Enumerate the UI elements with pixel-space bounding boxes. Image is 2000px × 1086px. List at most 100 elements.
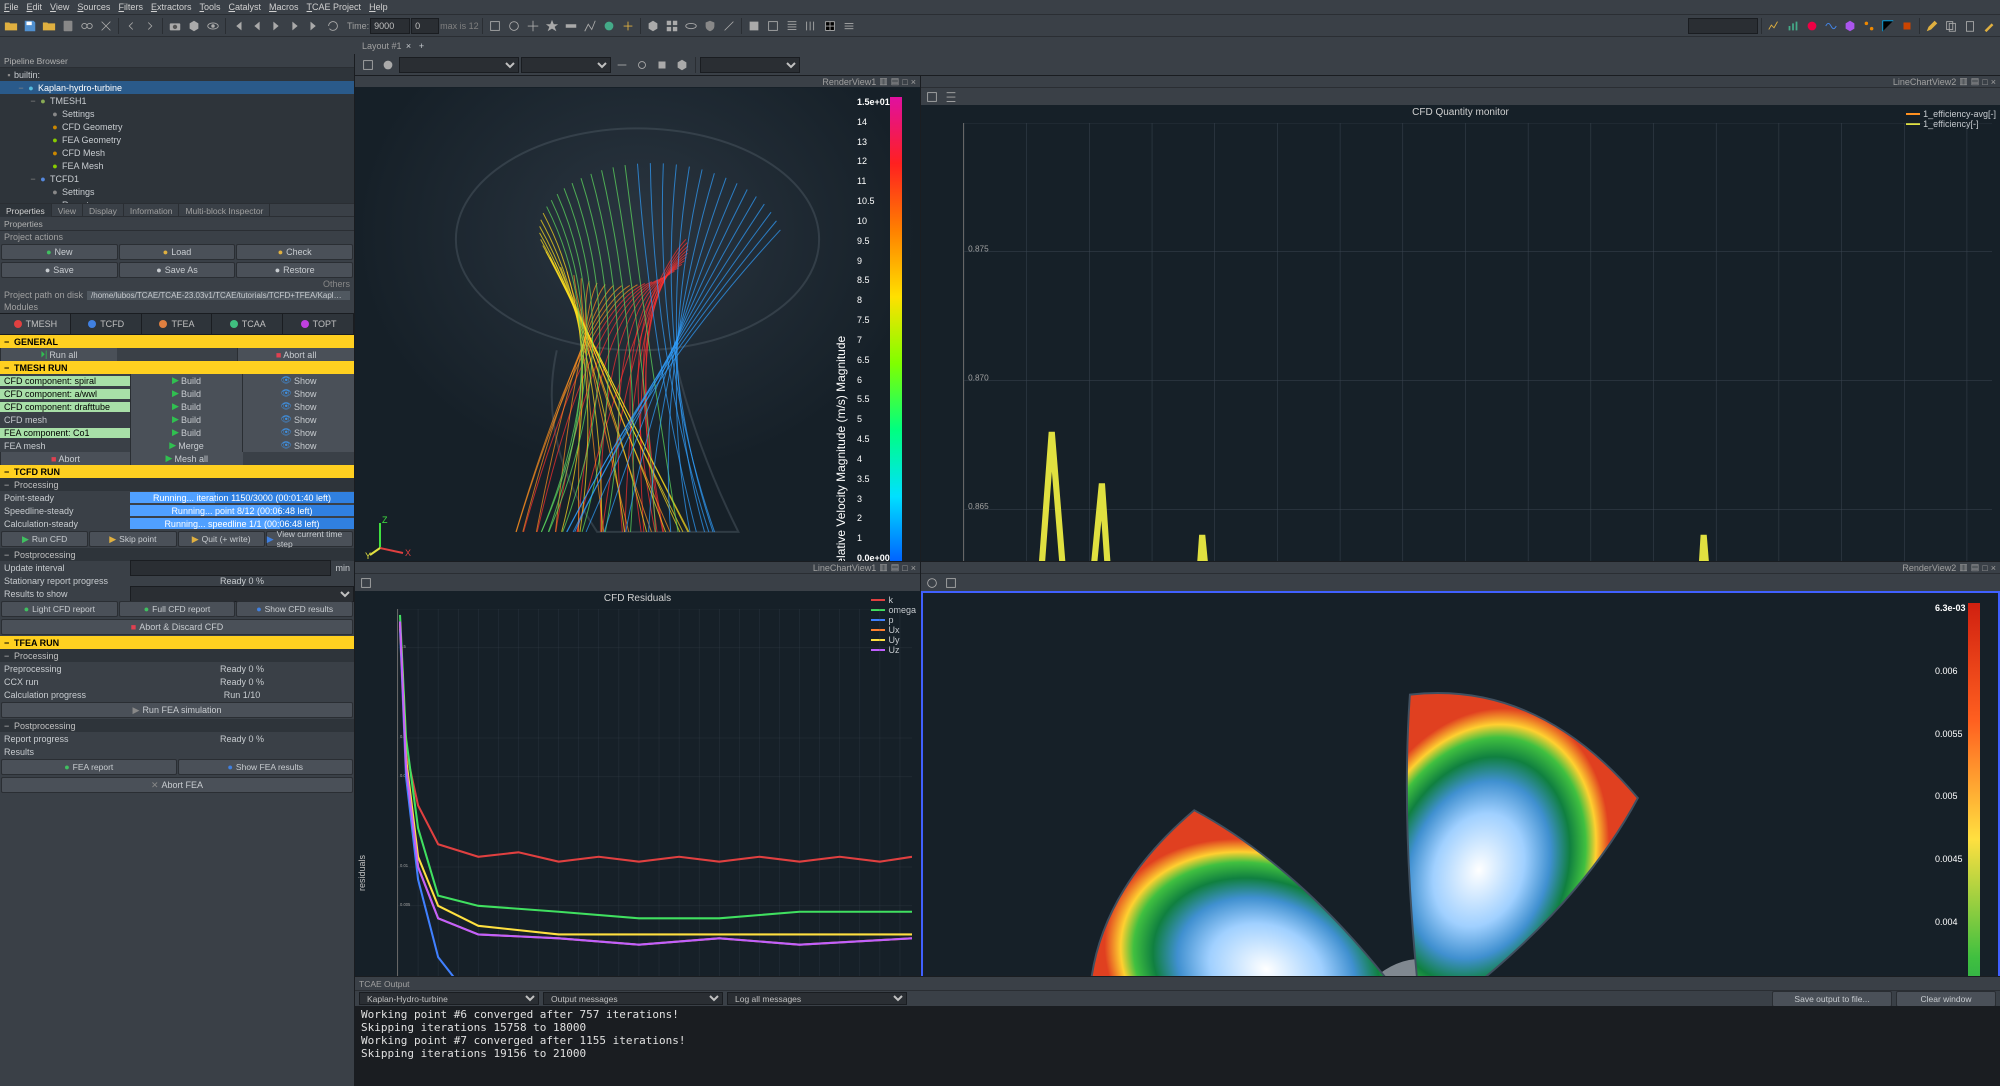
- tree-node[interactable]: ● Settings: [0, 107, 354, 120]
- view-max-icon[interactable]: □: [902, 563, 907, 573]
- check-button[interactable]: ●Check: [236, 244, 353, 260]
- view-max-icon[interactable]: □: [1982, 563, 1987, 573]
- show-button[interactable]: 👁Show: [242, 426, 354, 439]
- rt4-b[interactable]: [942, 574, 960, 592]
- tb-chart7[interactable]: [1879, 17, 1897, 35]
- show-button[interactable]: 👁Show: [242, 439, 354, 452]
- menu-edit[interactable]: Edit: [27, 2, 43, 12]
- tree-node[interactable]: ● FEA Mesh: [0, 159, 354, 172]
- rt4-a[interactable]: [923, 574, 941, 592]
- props-tab-properties[interactable]: Properties: [0, 204, 52, 218]
- view-split-h-icon[interactable]: ▥: [879, 562, 888, 573]
- view-close-icon[interactable]: ×: [1991, 563, 1996, 573]
- menu-catalyst[interactable]: Catalyst: [229, 2, 262, 12]
- view-max-icon[interactable]: □: [902, 77, 907, 87]
- menu-filters[interactable]: Filters: [118, 2, 143, 12]
- output-filter1-select[interactable]: Output messages: [543, 992, 723, 1005]
- tb-chart3[interactable]: [1803, 17, 1821, 35]
- tb-chart5[interactable]: [1841, 17, 1859, 35]
- time-input[interactable]: [370, 18, 410, 34]
- props-tab-information[interactable]: Information: [124, 204, 180, 218]
- tree-node[interactable]: − ● TCFD1: [0, 172, 354, 185]
- general-header[interactable]: −GENERAL: [0, 335, 354, 348]
- output-log[interactable]: Working point #6 converged after 757 ite…: [355, 1006, 2000, 1086]
- view-close-icon[interactable]: ×: [1991, 77, 1996, 87]
- tb-o[interactable]: [783, 17, 801, 35]
- menu-view[interactable]: View: [50, 2, 69, 12]
- tfea-run-header[interactable]: −TFEA RUN: [0, 636, 354, 649]
- disconnect-icon[interactable]: [97, 17, 115, 35]
- save-button[interactable]: ●Save: [1, 262, 118, 278]
- tb-chart4[interactable]: [1822, 17, 1840, 35]
- tree-node[interactable]: ● FEA Geometry: [0, 133, 354, 146]
- tb-g[interactable]: [600, 17, 618, 35]
- run-cfd-button[interactable]: ▶Run CFD: [1, 531, 88, 547]
- view-current-time-step-button[interactable]: ▶View current time step: [266, 531, 353, 547]
- vt-rep-select[interactable]: [521, 57, 611, 73]
- show-button[interactable]: 👁Show: [242, 374, 354, 387]
- tree-node[interactable]: − ● Kaplan-hydro-turbine: [0, 81, 354, 94]
- tb-chart6[interactable]: [1860, 17, 1878, 35]
- open-icon[interactable]: [2, 17, 20, 35]
- abort-discard-button[interactable]: ■Abort & Discard CFD: [1, 619, 353, 635]
- view-split-h-icon[interactable]: ▥: [1959, 562, 1968, 573]
- tmesh-run-header[interactable]: −TMESH RUN: [0, 361, 354, 374]
- view-split-h-icon[interactable]: ▥: [1959, 76, 1968, 87]
- tb-paste[interactable]: [1961, 17, 1979, 35]
- tb-n[interactable]: [764, 17, 782, 35]
- build-button[interactable]: ▶Build: [130, 426, 242, 439]
- clear-output-button[interactable]: Clear window: [1896, 991, 1996, 1007]
- view-split-v-icon[interactable]: ▤: [1971, 76, 1980, 87]
- shield-icon[interactable]: [701, 17, 719, 35]
- tmesh-abort-button[interactable]: ■Abort: [0, 452, 130, 465]
- run-all-button[interactable]: ⏵|Run all: [0, 348, 117, 361]
- menu-file[interactable]: File: [4, 2, 19, 12]
- first-icon[interactable]: [229, 17, 247, 35]
- quantity-chart[interactable]: CFD Quantity monitor quantity Iterations…: [921, 105, 2000, 561]
- loop-icon[interactable]: [324, 17, 342, 35]
- module-tab-tcfd[interactable]: TCFD: [71, 314, 142, 334]
- others-label[interactable]: Others: [323, 279, 350, 289]
- tb-m[interactable]: [745, 17, 763, 35]
- vt-d[interactable]: [633, 56, 651, 74]
- show-cfd-results-button[interactable]: ●Show CFD results: [236, 601, 353, 617]
- redo-icon[interactable]: [141, 17, 159, 35]
- build-button[interactable]: ▶Build: [130, 400, 242, 413]
- show-button[interactable]: 👁Show: [242, 387, 354, 400]
- tb-brush[interactable]: [1980, 17, 1998, 35]
- fea-report-button[interactable]: ●FEA report: [1, 759, 177, 775]
- tmesh-meshall-button[interactable]: ▶Mesh all: [130, 452, 243, 465]
- vt-c[interactable]: [613, 56, 631, 74]
- vt-field-select[interactable]: [399, 57, 519, 73]
- save-icon[interactable]: [21, 17, 39, 35]
- tb-p[interactable]: [802, 17, 820, 35]
- view-split-v-icon[interactable]: ▤: [1971, 562, 1980, 573]
- build-button[interactable]: ▶Build: [130, 413, 242, 426]
- vt-a[interactable]: [359, 56, 377, 74]
- calc-icon[interactable]: [59, 17, 77, 35]
- abort-all-button[interactable]: ■Abort all: [237, 348, 354, 361]
- cube-icon[interactable]: [185, 17, 203, 35]
- tree-root[interactable]: ▪builtin:: [0, 68, 354, 81]
- tb-chart8[interactable]: [1898, 17, 1916, 35]
- tb-chart2[interactable]: [1784, 17, 1802, 35]
- play-icon[interactable]: [267, 17, 285, 35]
- tb-c[interactable]: [524, 17, 542, 35]
- link-icon[interactable]: [78, 17, 96, 35]
- residuals-chart[interactable]: CFD Residuals residuals Iterations komeg…: [355, 591, 920, 976]
- skip-point-button[interactable]: ▶Skip point: [89, 531, 176, 547]
- layout-close-icon[interactable]: ×: [403, 40, 415, 52]
- new-button[interactable]: ●New: [1, 244, 118, 260]
- module-tab-tcaa[interactable]: TCAA: [212, 314, 283, 334]
- tree-node[interactable]: ● Settings: [0, 185, 354, 198]
- save-as-button[interactable]: ●Save As: [119, 262, 236, 278]
- tb-f[interactable]: [581, 17, 599, 35]
- build-button[interactable]: ▶Build: [130, 387, 242, 400]
- tfea-postproc-header[interactable]: −Postprocessing: [0, 719, 354, 732]
- build-button[interactable]: ▶Build: [130, 374, 242, 387]
- tb-d[interactable]: [543, 17, 561, 35]
- module-tab-tfea[interactable]: TFEA: [142, 314, 213, 334]
- eye-icon[interactable]: [204, 17, 222, 35]
- restore-button[interactable]: ●Restore: [236, 262, 353, 278]
- show-button[interactable]: 👁Show: [242, 400, 354, 413]
